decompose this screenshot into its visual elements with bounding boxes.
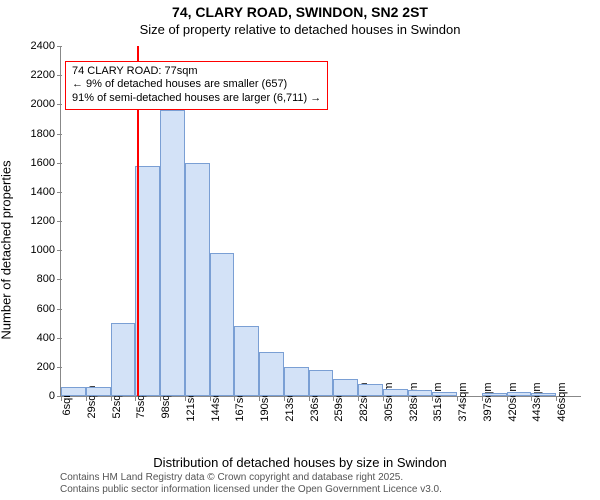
y-tick: 1200 bbox=[31, 215, 61, 227]
x-tick-label: 351sqm bbox=[432, 382, 444, 421]
histogram-bar bbox=[507, 392, 532, 396]
x-tick-label: 443sqm bbox=[531, 382, 543, 421]
histogram-bar bbox=[408, 390, 433, 396]
y-axis-label: Number of detached properties bbox=[0, 160, 14, 339]
histogram-bar bbox=[482, 393, 507, 396]
y-tick: 0 bbox=[49, 390, 61, 402]
y-tick: 1000 bbox=[31, 244, 61, 256]
y-tick: 2400 bbox=[31, 40, 61, 52]
y-tick: 2200 bbox=[31, 69, 61, 81]
y-tick: 1800 bbox=[31, 128, 61, 140]
plot-area: 0200400600800100012001400160018002000220… bbox=[60, 46, 581, 397]
histogram-bar bbox=[284, 367, 309, 396]
footer-attribution: Contains HM Land Registry data © Crown c… bbox=[60, 472, 442, 496]
y-tick: 2000 bbox=[31, 98, 61, 110]
x-axis-label: Distribution of detached houses by size … bbox=[0, 455, 600, 470]
histogram-bar bbox=[358, 384, 383, 396]
histogram-bar bbox=[309, 370, 334, 396]
histogram-bar bbox=[185, 163, 210, 396]
histogram-bar bbox=[111, 323, 136, 396]
histogram-bar bbox=[61, 387, 86, 396]
chart-root: 74, CLARY ROAD, SWINDON, SN2 2ST Size of… bbox=[0, 0, 600, 500]
annotation-line-1: 74 CLARY ROAD: 77sqm bbox=[72, 65, 321, 79]
annotation-box: 74 CLARY ROAD: 77sqm← 9% of detached hou… bbox=[65, 61, 328, 110]
y-tick: 200 bbox=[37, 361, 61, 373]
x-tick-label: 374sqm bbox=[457, 382, 469, 421]
annotation-line-2: ← 9% of detached houses are smaller (657… bbox=[72, 78, 321, 92]
x-tick-label: 420sqm bbox=[507, 382, 519, 421]
chart-subtitle: Size of property relative to detached ho… bbox=[0, 22, 600, 37]
histogram-bar bbox=[160, 110, 185, 396]
footer-line-1: Contains HM Land Registry data © Crown c… bbox=[60, 472, 442, 484]
x-tick-label: 466sqm bbox=[556, 382, 568, 421]
histogram-bar bbox=[531, 393, 556, 396]
y-tick: 1600 bbox=[31, 157, 61, 169]
histogram-bar bbox=[333, 379, 358, 397]
y-tick: 1400 bbox=[31, 186, 61, 198]
footer-line-2: Contains public sector information licen… bbox=[60, 484, 442, 496]
histogram-bar bbox=[432, 392, 457, 396]
x-tick-label: 328sqm bbox=[408, 382, 420, 421]
chart-title: 74, CLARY ROAD, SWINDON, SN2 2ST bbox=[0, 4, 600, 20]
histogram-bar bbox=[259, 352, 284, 396]
histogram-bar bbox=[383, 389, 408, 396]
histogram-bar bbox=[210, 253, 235, 396]
y-tick: 800 bbox=[37, 273, 61, 285]
histogram-bar bbox=[86, 387, 111, 396]
x-tick-label: 397sqm bbox=[482, 382, 494, 421]
histogram-bar bbox=[234, 326, 259, 396]
y-tick: 400 bbox=[37, 332, 61, 344]
y-tick: 600 bbox=[37, 303, 61, 315]
annotation-line-3: 91% of semi-detached houses are larger (… bbox=[72, 92, 321, 106]
